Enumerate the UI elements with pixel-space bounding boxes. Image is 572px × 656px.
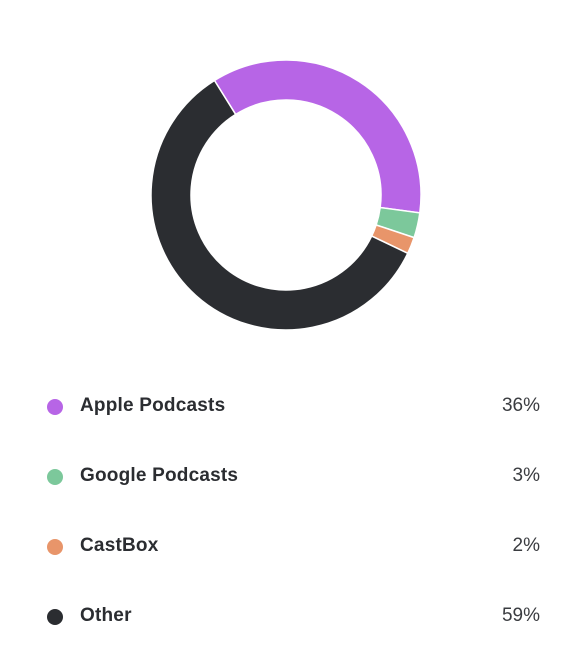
legend-swatch xyxy=(47,399,63,415)
legend-item-castbox: CastBox 2% xyxy=(0,527,572,567)
legend-item-apple-podcasts: Apple Podcasts 36% xyxy=(0,387,572,427)
legend-item-other: Other 59% xyxy=(0,597,572,637)
donut-slice-apple-podcasts xyxy=(213,59,422,214)
donut-chart xyxy=(150,59,422,331)
legend-value: 59% xyxy=(501,605,540,626)
legend-value: 2% xyxy=(512,535,540,556)
legend-label: Other xyxy=(80,605,132,626)
legend-label: CastBox xyxy=(80,535,159,556)
legend-item-google-podcasts: Google Podcasts 3% xyxy=(0,457,572,497)
legend-label: Apple Podcasts xyxy=(80,395,226,416)
legend-label: Google Podcasts xyxy=(80,465,239,486)
legend-swatch xyxy=(47,609,63,625)
donut-chart-svg xyxy=(150,59,422,331)
legend-value: 3% xyxy=(512,465,540,486)
legend-value: 36% xyxy=(501,395,540,416)
legend-swatch xyxy=(47,539,63,555)
legend-swatch xyxy=(47,469,63,485)
donut-slice-other xyxy=(150,79,409,331)
